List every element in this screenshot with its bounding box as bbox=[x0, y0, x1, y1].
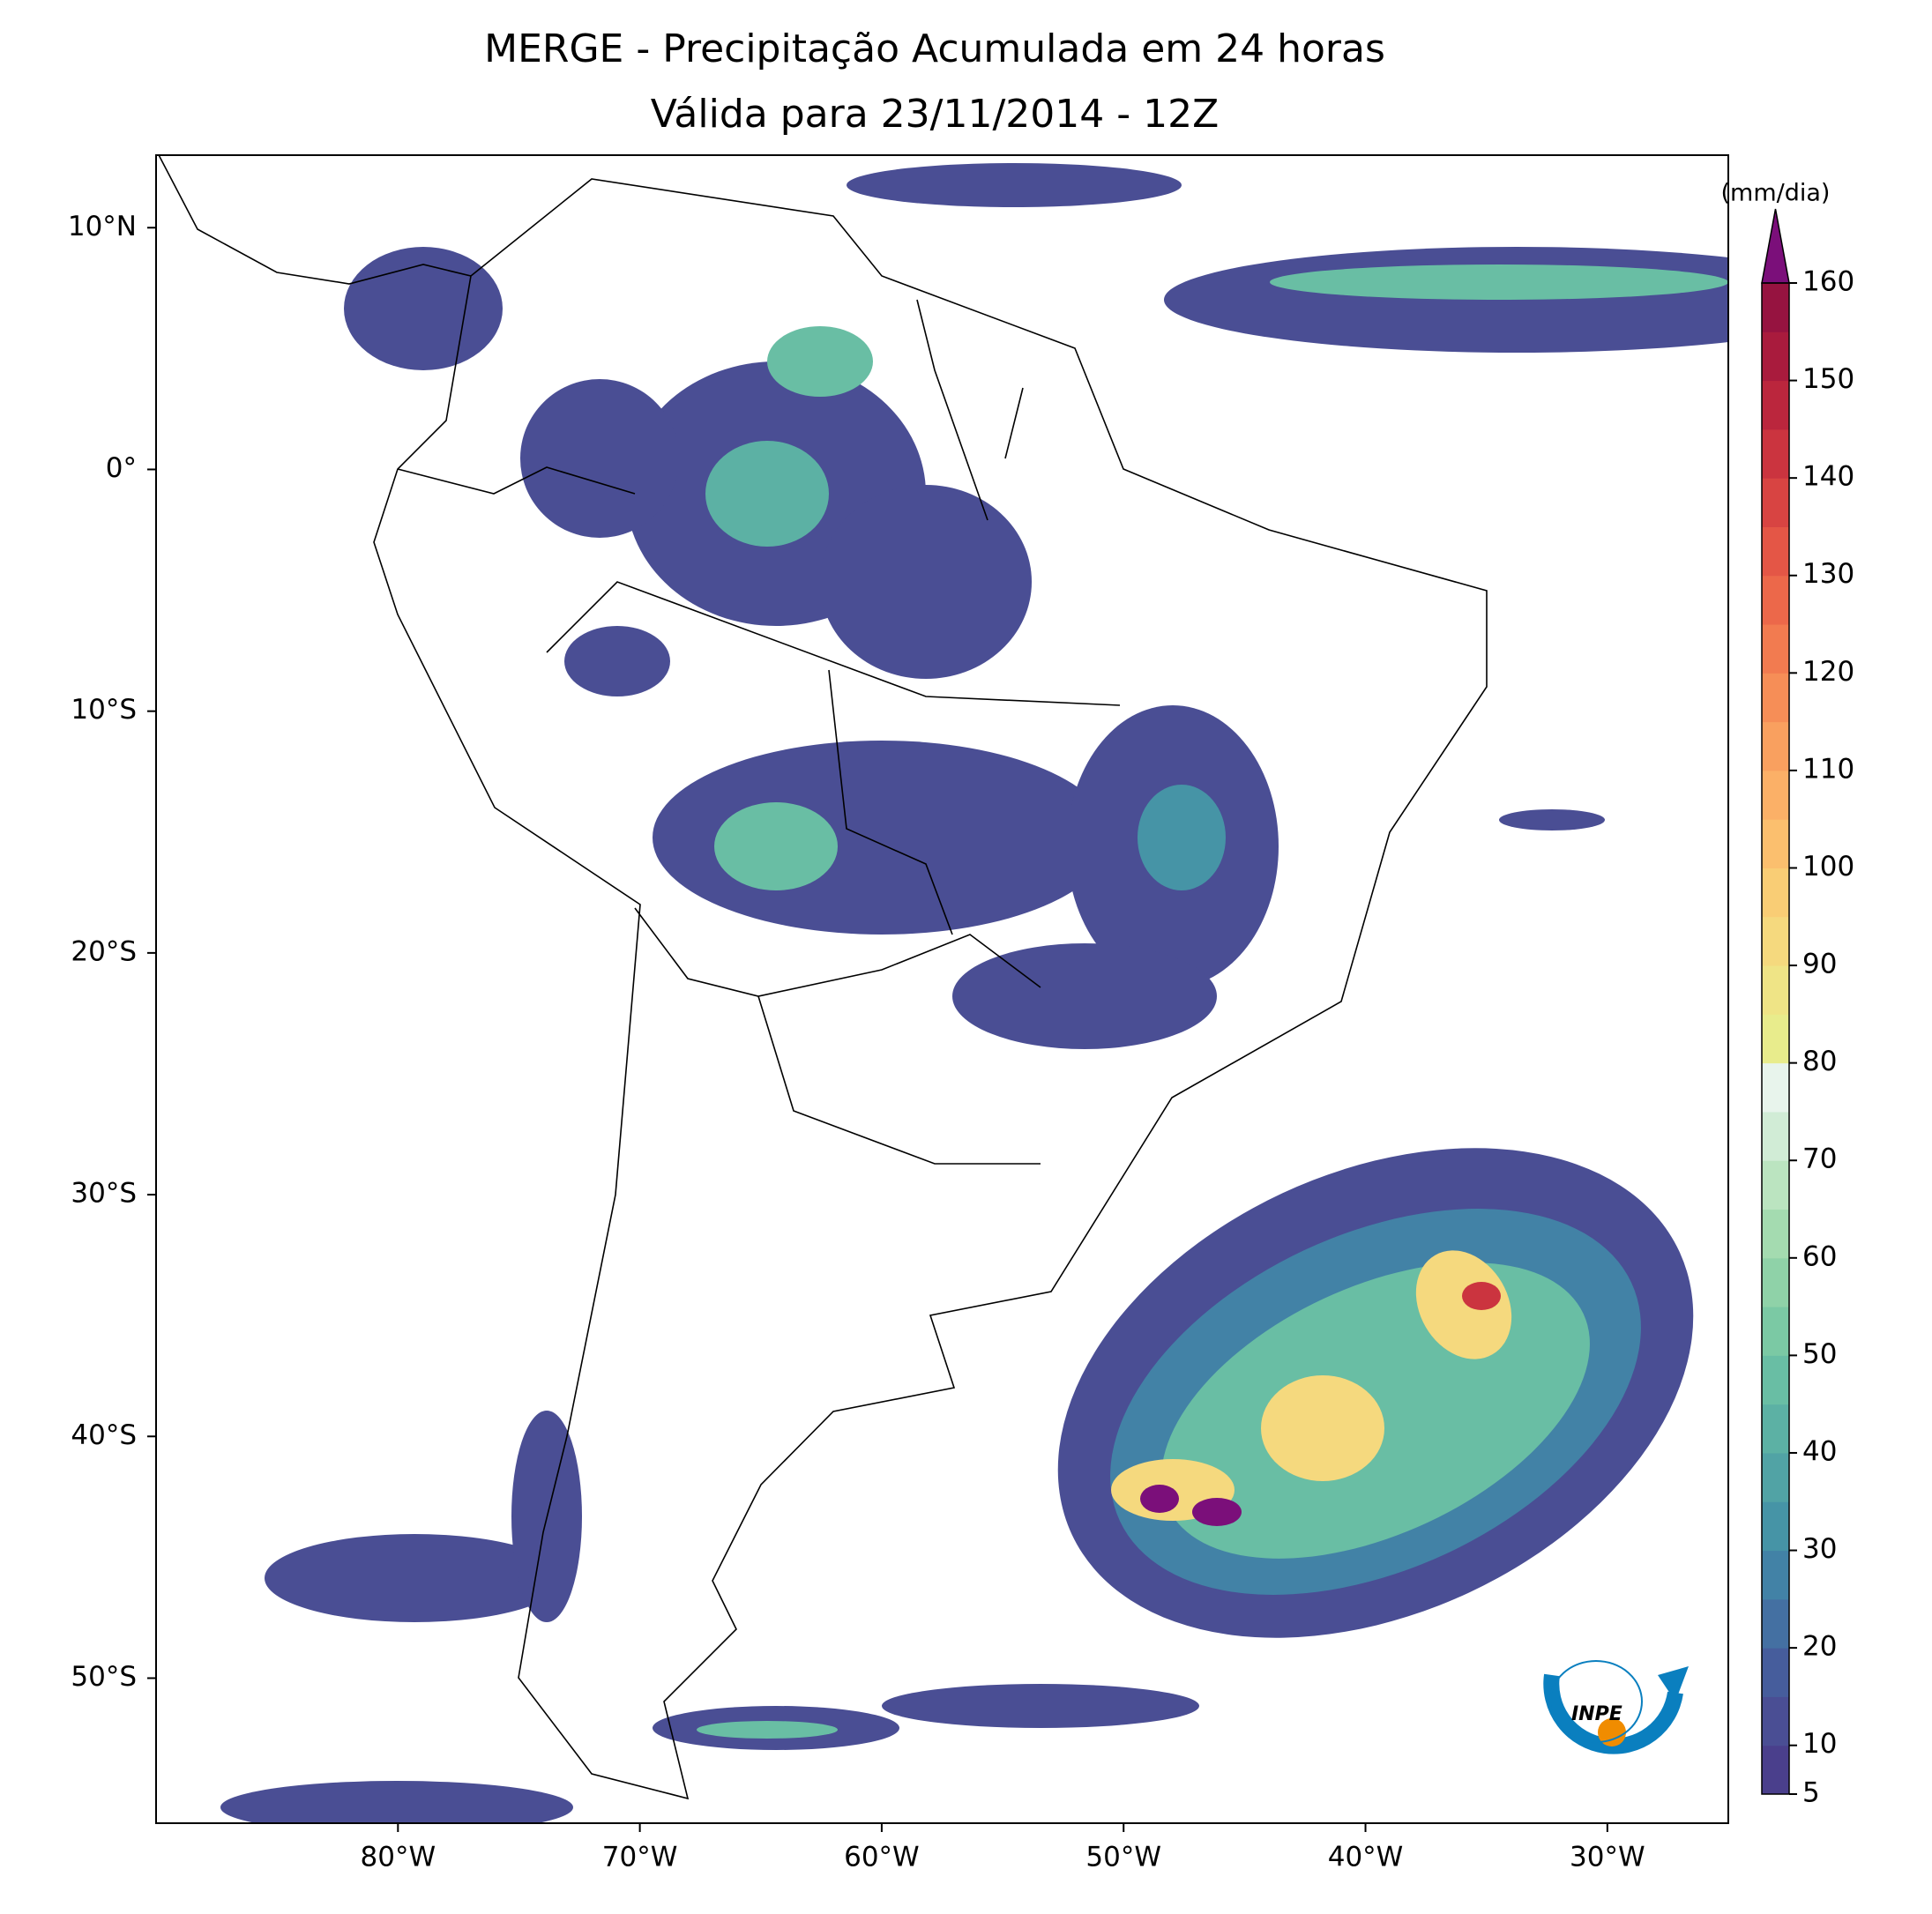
colorbar-segment bbox=[1762, 283, 1789, 332]
axes: 80°W 70°W 60°W 50°W 40°W 30°W 10°N 0° 10°S 20°S 30… bbox=[68, 211, 1645, 1873]
colorbar-tick-label: 110 bbox=[1802, 753, 1854, 785]
colorbar-segment bbox=[1762, 965, 1789, 1015]
colorbar-tick-label: 90 bbox=[1802, 949, 1837, 980]
colorbar-segment bbox=[1762, 1404, 1789, 1454]
colorbar-tick-label: 150 bbox=[1802, 363, 1854, 395]
colorbar-segment bbox=[1762, 819, 1789, 868]
y-tick-label: 10°N bbox=[68, 211, 137, 242]
colorbar-segment bbox=[1762, 1160, 1789, 1210]
borders bbox=[397, 299, 1121, 1165]
colorbar-tick-label: 50 bbox=[1802, 1338, 1837, 1370]
x-tick-label: 60°W bbox=[844, 1842, 920, 1873]
y-tick-label: 40°S bbox=[71, 1419, 137, 1451]
colorbar-segment bbox=[1762, 1209, 1789, 1259]
colorbar-tick-label: 70 bbox=[1802, 1143, 1837, 1175]
colorbar-tick-label: 140 bbox=[1802, 461, 1854, 493]
colorbar-tick-label: 160 bbox=[1802, 266, 1854, 298]
colorbar-segment bbox=[1762, 1696, 1789, 1746]
colorbar-tick-label: 40 bbox=[1802, 1435, 1837, 1467]
colorbar-segment bbox=[1762, 526, 1789, 577]
title: MERGE - Precipitação Acumulada em 24 hor… bbox=[484, 26, 1385, 71]
colorbar-segment bbox=[1762, 1598, 1789, 1649]
y-tick-label: 10°S bbox=[71, 694, 137, 726]
logo-text: INPE bbox=[1571, 1703, 1622, 1725]
colorbar-tick-label: 30 bbox=[1802, 1533, 1837, 1565]
colorbar-segment bbox=[1762, 1307, 1789, 1356]
map-frame bbox=[155, 154, 1729, 1824]
colorbar-segment bbox=[1762, 1355, 1789, 1405]
y-tick-label: 30°S bbox=[71, 1178, 137, 1210]
colorbar-tick-label: 120 bbox=[1802, 656, 1854, 688]
colorbar-tick-label: 130 bbox=[1802, 558, 1854, 590]
x-tick-label: 50°W bbox=[1085, 1842, 1161, 1873]
colorbar-segment bbox=[1762, 868, 1789, 918]
colorbar-segment bbox=[1762, 478, 1789, 527]
colorbar-tick-label: 5 bbox=[1802, 1777, 1820, 1809]
colorbar-segment bbox=[1762, 1062, 1789, 1113]
colorbar-segment bbox=[1762, 624, 1789, 674]
y-tick-label: 50°S bbox=[71, 1661, 137, 1693]
colorbar-segment bbox=[1762, 721, 1789, 771]
colorbar-segment bbox=[1762, 1745, 1789, 1795]
colorbar-segment bbox=[1762, 1501, 1789, 1552]
colorbar-segment bbox=[1762, 575, 1789, 625]
x-tick-label: 30°W bbox=[1570, 1842, 1645, 1873]
colorbar-segment bbox=[1762, 331, 1789, 382]
subtitle: Válida para 23/11/2014 - 12Z bbox=[651, 92, 1220, 137]
colorbar-tick-label: 20 bbox=[1802, 1631, 1837, 1663]
logo: INPE bbox=[1543, 1660, 1689, 1754]
colorbar-segment bbox=[1762, 1550, 1789, 1600]
colorbar-tick-label: 80 bbox=[1802, 1046, 1837, 1077]
colorbar-segment bbox=[1762, 1452, 1789, 1502]
colorbar-tick-label: 60 bbox=[1802, 1240, 1837, 1272]
colorbar-segment bbox=[1762, 380, 1789, 430]
x-tick-label: 80°W bbox=[361, 1842, 436, 1873]
y-tick-label: 20°S bbox=[71, 935, 137, 967]
colorbar-segment bbox=[1762, 428, 1789, 479]
colorbar: 5 10 20 30 40 50 60 70 80 90 100 110 120 130 140 150 160… bbox=[1721, 180, 1855, 1809]
x-tick-label: 70°W bbox=[602, 1842, 678, 1873]
coastline bbox=[158, 155, 1488, 1800]
colorbar-segment bbox=[1762, 1648, 1789, 1697]
x-tick-label: 40°W bbox=[1328, 1842, 1404, 1873]
colorbar-segment bbox=[1762, 1257, 1789, 1307]
precipitation-field bbox=[220, 163, 1728, 1823]
colorbar-segment bbox=[1762, 770, 1789, 820]
colorbar-label: (mm/dia) bbox=[1721, 180, 1831, 207]
colorbar-tick-label: 100 bbox=[1802, 851, 1854, 883]
y-tick-label: 0° bbox=[106, 452, 137, 484]
colorbar-extension bbox=[1761, 208, 1790, 284]
colorbar-segment bbox=[1762, 673, 1789, 723]
colorbar-tick-label: 10 bbox=[1802, 1728, 1837, 1760]
colorbar-segment bbox=[1762, 1014, 1789, 1064]
colorbar-segment bbox=[1762, 916, 1789, 966]
colorbar-frame bbox=[1761, 282, 1790, 1795]
colorbar-segment bbox=[1762, 1111, 1789, 1161]
